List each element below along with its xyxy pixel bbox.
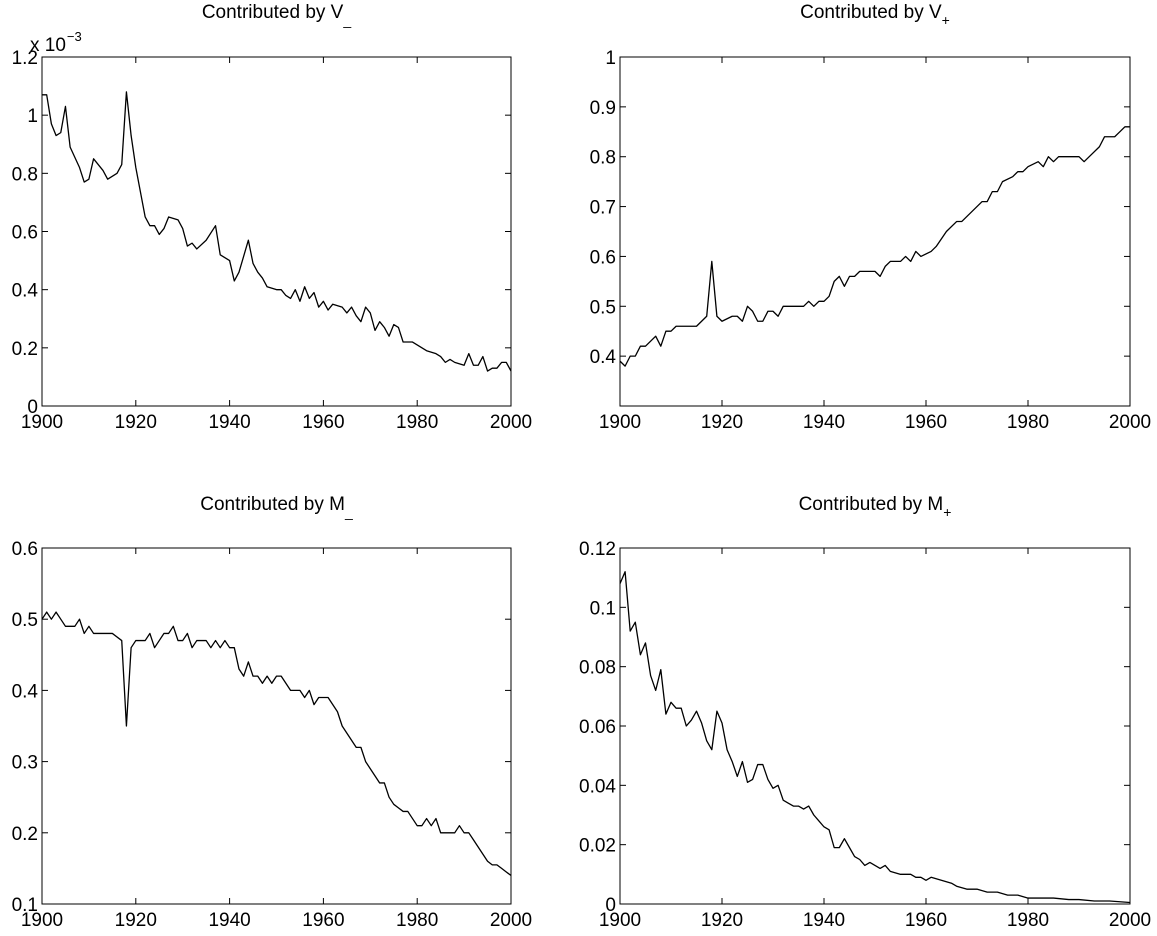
- x-tick-label: 1900: [599, 412, 641, 433]
- y-tick-label: 0.4: [590, 347, 617, 368]
- y-tick-label: 1: [605, 48, 616, 69]
- chart-title: Contributed by V: [800, 2, 942, 23]
- y-tick-label: 0.6: [12, 539, 38, 560]
- data-line: [41, 611, 512, 877]
- x-tick-label: 1940: [208, 412, 250, 433]
- x-tick-label: 2000: [490, 910, 532, 931]
- y-tick-label: 0.12: [579, 539, 616, 560]
- x-tick-label: 1920: [115, 412, 157, 433]
- y-tick-label: 0.4: [12, 281, 39, 302]
- y-tick-label: 0.9: [590, 98, 616, 119]
- x-tick-label: 1920: [701, 412, 743, 433]
- x-tick-label: 1940: [803, 412, 845, 433]
- subplot: 1900 1920 1940 1960 1980 2000 0 0.02 0.04 0.06 0.0…: [579, 494, 1151, 931]
- x-tick-label: 1960: [302, 910, 344, 931]
- chart-title: Contributed by V: [202, 2, 344, 23]
- subplot: 1900 1920 1940 1960 1980 2000 0.4 0.5 0.6 0.7 0.8 0…: [590, 2, 1152, 433]
- x-tick-label: 1960: [905, 910, 947, 931]
- x-tick-label: 1940: [208, 910, 250, 931]
- x-tick-label: 1920: [115, 910, 157, 931]
- x-tick-label: 1940: [803, 910, 845, 931]
- axes-frame: [41, 56, 512, 407]
- x-tick-label: 2000: [1109, 910, 1151, 931]
- y-tick-label: 0.06: [579, 717, 616, 738]
- x-tick-label: 1900: [21, 412, 63, 433]
- x-tick-label: 1900: [599, 910, 641, 931]
- chart-title-subscript: _: [344, 504, 353, 520]
- y-tick-label: 0: [27, 397, 38, 418]
- data-line: [42, 91, 512, 372]
- subplot: 1900 1920 1940 1960 1980 2000 0.1 0.2 0.3 0.4 0.5 0…: [12, 494, 533, 931]
- x-tick-label: 1960: [905, 412, 947, 433]
- y-tick-label: 0.5: [12, 610, 38, 631]
- y-tick-label: 0.5: [590, 297, 616, 318]
- x-tick-label: 1980: [396, 412, 438, 433]
- y-tick-label: 0.3: [12, 753, 38, 774]
- x-tick-label: 1960: [302, 412, 344, 433]
- y-tick-label: 0.04: [579, 776, 616, 797]
- y-tick-label: 0.2: [12, 339, 38, 360]
- x-tick-label: 1980: [396, 910, 438, 931]
- chart-title: Contributed by M: [799, 494, 944, 515]
- y-tick-label: 1: [27, 106, 38, 127]
- y-tick-label: 0.6: [12, 223, 38, 244]
- y-tick-label: 0.8: [590, 148, 616, 169]
- data-line: [619, 126, 1130, 367]
- y-tick-label: 0.2: [12, 824, 38, 845]
- x-tick-label: 2000: [490, 412, 532, 433]
- y-tick-label: 0.8: [12, 164, 38, 185]
- y-tick-label: 0.08: [579, 658, 616, 679]
- x-tick-label: 1920: [701, 910, 743, 931]
- y-tick-label: 1.2: [12, 48, 38, 69]
- data-line: [619, 571, 1131, 904]
- y-tick-label: 0.4: [12, 681, 39, 702]
- y-tick-label: 0.7: [590, 198, 616, 219]
- subplot: 1900 1920 1940 1960 1980 2000 0 0.2 0.4 0.6 0.8 1 1.…: [12, 2, 533, 433]
- y-exponent: −3: [67, 29, 82, 44]
- axes-frame: [619, 56, 1131, 407]
- y-tick-label: 0.6: [590, 247, 616, 268]
- x-tick-label: 2000: [1109, 412, 1151, 433]
- axes-frame: [41, 547, 512, 905]
- x-tick-label: 1980: [1007, 412, 1049, 433]
- y-exponent-base: x 10: [30, 35, 66, 56]
- x-tick-label: 1900: [21, 910, 63, 931]
- x-tick-label: 1980: [1007, 910, 1049, 931]
- y-tick-label: 0.1: [12, 895, 38, 916]
- chart-title-subscript: +: [942, 12, 950, 28]
- chart-title-subscript: +: [943, 504, 951, 520]
- y-tick-label: 0.02: [579, 836, 616, 857]
- chart-title: Contributed by M: [200, 494, 345, 515]
- axes-frame: [619, 547, 1131, 905]
- chart-title-subscript: _: [342, 12, 351, 28]
- y-tick-label: 0.1: [590, 598, 616, 619]
- y-tick-label: 0: [605, 895, 616, 916]
